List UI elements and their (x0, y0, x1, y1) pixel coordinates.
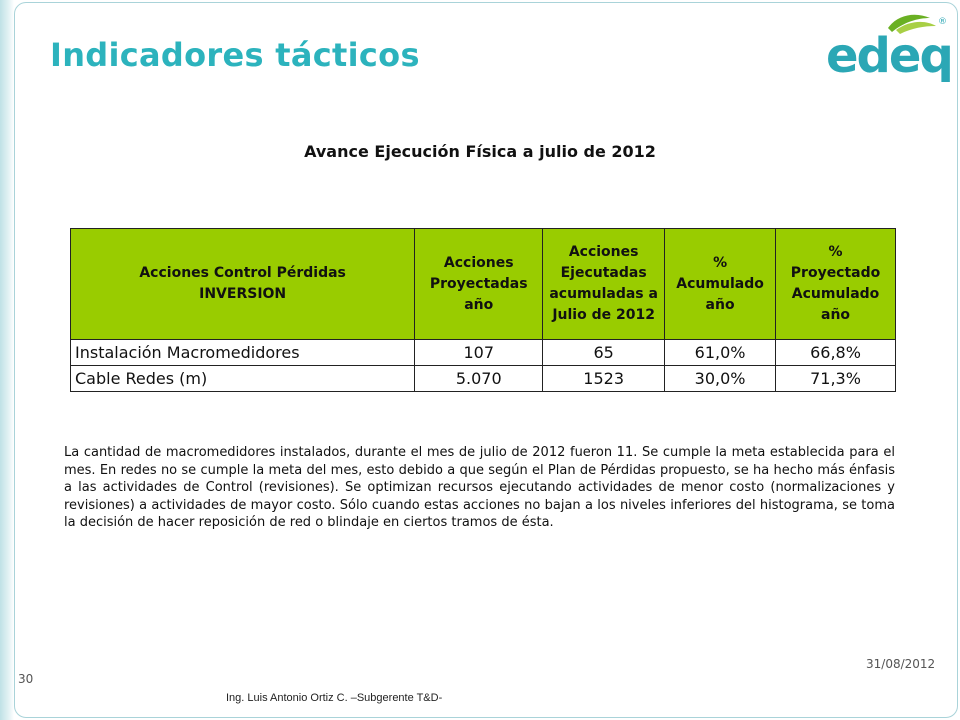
table-cell: 107 (414, 339, 544, 366)
table-cell: 61,0% (664, 339, 777, 366)
table-cell: 1523 (542, 365, 666, 392)
slide-date: 31/08/2012 (866, 657, 936, 671)
table-cell: 5.070 (414, 365, 544, 392)
table-row: Instalación Macromedidores 107 65 61,0% … (69, 339, 896, 366)
table-cell: 66,8% (775, 339, 896, 366)
header-line: año (464, 296, 494, 313)
header-line: año (821, 307, 851, 323)
header-line: Julio de 2012 (552, 307, 655, 323)
table-cell: Cable Redes (m) (69, 365, 416, 392)
header-proyectado-acumulado: % Proyectado Acumulado año (775, 228, 896, 340)
header-acumulado: % Acumulado año (664, 228, 777, 340)
table-caption: Avance Ejecución Física a julio de 2012 (304, 142, 656, 161)
summary-paragraph: La cantidad de macromedidores instalados… (64, 445, 895, 530)
page-number: 30 (18, 672, 34, 686)
header-line: Acumulado (676, 275, 764, 292)
header-line: INVERSION (199, 286, 287, 302)
header-line: % (828, 244, 843, 260)
table-row: Cable Redes (m) 5.070 1523 30,0% 71,3% (69, 365, 896, 392)
header-line: Proyectadas (429, 275, 528, 292)
header-acciones-ejecutadas: Acciones Ejecutadas acumuladas a Julio d… (542, 228, 666, 340)
edeq-logo: edeq ® (826, 14, 951, 84)
data-table: Acciones Control Pérdidas INVERSION Acci… (69, 228, 896, 392)
header-line: % (713, 254, 728, 271)
logo-wordmark: edeq (826, 28, 951, 84)
header-line: Acciones (568, 244, 639, 260)
logo-leaf-icon (888, 14, 936, 34)
header-line: Proyectado (790, 265, 881, 281)
header-acciones-control: Acciones Control Pérdidas INVERSION (69, 228, 416, 340)
header-line: Ejecutadas (560, 265, 647, 281)
footer-author: Ing. Luis Antonio Ortiz C. –Subgerente T… (226, 692, 443, 704)
table-cell: Instalación Macromedidores (69, 339, 416, 366)
header-line: Acciones (443, 254, 514, 271)
table-header-row: Acciones Control Pérdidas INVERSION Acci… (69, 228, 896, 340)
header-acciones-proyectadas: Acciones Proyectadas año (414, 228, 544, 340)
table-cell: 65 (542, 339, 666, 366)
header-line: año (705, 296, 735, 313)
left-accent-bar (0, 0, 14, 720)
logo-registered-mark: ® (938, 17, 947, 27)
header-line: acumuladas a (549, 286, 658, 302)
table-cell: 71,3% (775, 365, 896, 392)
header-line: Acciones Control Pérdidas (139, 265, 346, 281)
header-line: Acumulado (791, 286, 880, 302)
slide-title: Indicadores tácticos (50, 36, 420, 74)
table-cell: 30,0% (664, 365, 777, 392)
